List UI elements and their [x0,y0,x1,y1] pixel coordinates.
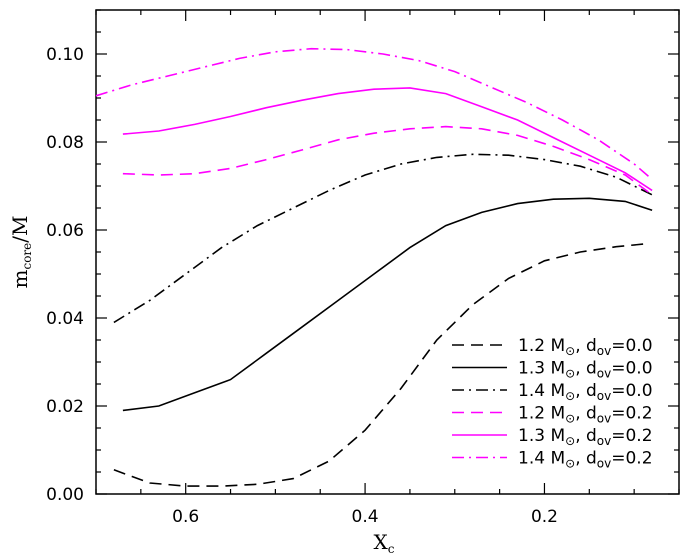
legend-d-sub: ov [597,412,611,426]
series-line-1.3-dov-0.0 [122,197,653,412]
legend-entry: 1.3 M⊙, dov=0.0 [452,359,653,381]
legend-d: d [586,359,597,379]
legend-value: =0.2 [611,404,652,424]
legend-d-sub: ov [597,344,611,358]
y-tick-label: 0.08 [46,133,84,153]
legend-d-sub: ov [597,367,611,381]
y-tick-label: 0.02 [46,397,84,417]
axis-ticks [95,9,680,495]
legend-sep: , [575,359,586,379]
series-line-1.2-dov-0.2 [122,125,653,196]
series-line-1.3-dov-0.2 [122,87,653,192]
legend-sep: , [575,404,586,424]
y-axis-title-sub: core [20,243,34,270]
legend-mass: 1.3 [518,426,550,446]
y-axis-title-suffix: /M [8,216,32,243]
tick-labels: 0.6 0.4 0.2 0.00 0.02 0.04 0.06 0.08 0.10 [46,45,558,527]
legend-sep: , [575,426,586,446]
y-tick-label: 0.06 [46,221,84,241]
legend-mass: 1.3 [518,359,550,379]
series-group [95,47,653,487]
y-axis-title-main: m [8,269,32,288]
legend-unit: M [550,359,565,379]
series-line-1.4-dov-0.2 [95,47,653,181]
legend: 1.2 M⊙, dov=0.01.3 M⊙, dov=0.01.4 M⊙, do… [452,336,653,471]
legend-label: 1.3 M⊙, dov=0.2 [518,426,653,448]
legend-mass: 1.2 [518,336,550,356]
x-axis-title: Xc [374,530,395,556]
legend-unit: M [550,449,565,469]
series-line-1.2-dov-0.0 [113,243,644,487]
legend-label: 1.2 M⊙, dov=0.0 [518,336,653,358]
x-tick-label: 0.4 [352,507,379,527]
legend-unit: M [550,426,565,446]
legend-sun-symbol: ⊙ [565,389,575,403]
legend-sun-symbol: ⊙ [565,457,575,471]
legend-entry: 1.2 M⊙, dov=0.0 [452,336,653,358]
legend-label: 1.2 M⊙, dov=0.2 [518,404,653,426]
x-tick-label: 0.6 [172,507,199,527]
legend-entry: 1.4 M⊙, dov=0.2 [452,449,653,471]
legend-sun-symbol: ⊙ [565,367,575,381]
y-tick-label: 0.04 [46,309,84,329]
legend-mass: 1.2 [518,404,550,424]
legend-value: =0.0 [611,381,652,401]
legend-mass: 1.4 [518,381,550,401]
x-axis-title-sub: c [388,542,395,556]
x-axis-title-main: X [374,530,389,554]
y-tick-label: 0.00 [46,485,84,505]
legend-label: 1.3 M⊙, dov=0.0 [518,359,653,381]
legend-sun-symbol: ⊙ [565,344,575,358]
legend-d: d [586,426,597,446]
legend-value: =0.2 [611,426,652,446]
legend-unit: M [550,381,565,401]
legend-label: 1.4 M⊙, dov=0.0 [518,381,653,403]
legend-entry: 1.4 M⊙, dov=0.0 [452,381,653,403]
legend-entry: 1.3 M⊙, dov=0.2 [452,426,653,448]
legend-unit: M [550,404,565,424]
legend-sun-symbol: ⊙ [565,434,575,448]
legend-d-sub: ov [597,457,611,471]
legend-unit: M [550,336,565,356]
legend-value: =0.2 [611,449,652,469]
legend-value: =0.0 [611,359,652,379]
legend-d-sub: ov [597,389,611,403]
legend-sep: , [575,449,586,469]
series-line-1.4-dov-0.0 [113,153,653,324]
legend-entry: 1.2 M⊙, dov=0.2 [452,404,653,426]
legend-sun-symbol: ⊙ [565,412,575,426]
legend-sep: , [575,336,586,356]
x-tick-label: 0.2 [531,507,558,527]
legend-d-sub: ov [597,434,611,448]
legend-sep: , [575,381,586,401]
legend-d: d [586,336,597,356]
legend-mass: 1.4 [518,449,550,469]
legend-label: 1.4 M⊙, dov=0.2 [518,449,653,471]
y-tick-label: 0.10 [46,45,84,65]
legend-d: d [586,381,597,401]
legend-value: =0.0 [611,336,652,356]
legend-d: d [586,449,597,469]
legend-d: d [586,404,597,424]
y-axis-title: mcore/M [8,216,34,289]
